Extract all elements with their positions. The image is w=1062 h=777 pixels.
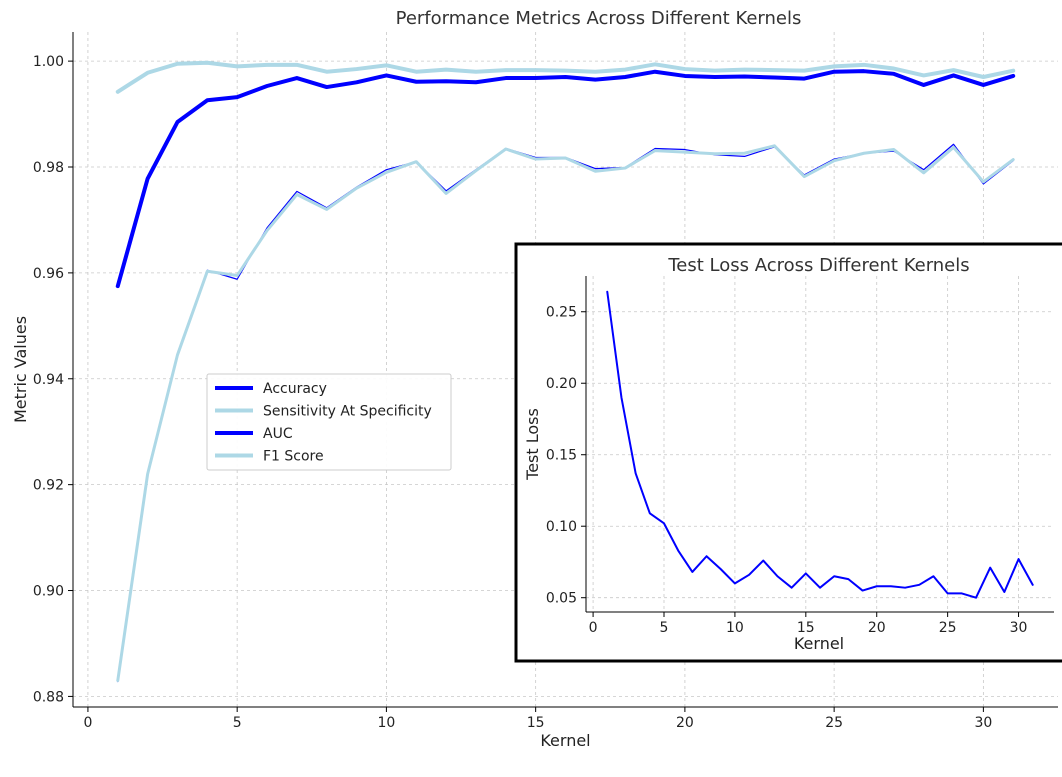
y-tick-label: 1.00 xyxy=(33,54,64,70)
main-chart-title: Performance Metrics Across Different Ker… xyxy=(396,8,802,29)
y-tick-label: 0.20 xyxy=(546,376,577,392)
x-tick-label: 30 xyxy=(1010,620,1028,636)
x-tick-label: 30 xyxy=(974,715,992,731)
y-tick-label: 0.90 xyxy=(33,584,64,600)
inset-y-axis-label: Test Loss xyxy=(523,408,542,481)
main-x-axis-label: Kernel xyxy=(540,731,590,750)
main-ticks: 0 5 10 15 20 25 30 0.88 0.90 0.92 0.94 0.96 0.98 1.00 xyxy=(33,54,992,731)
x-tick-label: 15 xyxy=(527,715,545,731)
legend-label: Accuracy xyxy=(263,381,327,397)
x-tick-label: 10 xyxy=(726,620,744,636)
series-line-sensitivity-at-specificity xyxy=(115,60,1016,94)
x-tick-label: 20 xyxy=(676,715,694,731)
inset-chart-title: Test Loss Across Different Kernels xyxy=(667,255,969,276)
main-y-axis-label: Metric Values xyxy=(11,316,30,423)
inset-background xyxy=(514,242,1062,663)
x-tick-label: 10 xyxy=(377,715,395,731)
legend-label: F1 Score xyxy=(263,449,324,465)
x-tick-label: 0 xyxy=(589,620,598,636)
y-tick-label: 0.15 xyxy=(546,448,577,464)
y-tick-label: 0.05 xyxy=(546,591,577,607)
y-tick-label: 0.94 xyxy=(33,372,64,388)
inset-chart: 0 5 10 15 20 25 30 0.05 0.10 0.15 0.20 0.25 Test Lo… xyxy=(514,242,1062,663)
main-series-lines xyxy=(115,60,1016,683)
inset-ticks: 0 5 10 15 20 25 30 0.05 0.10 0.15 0.20 0.25 xyxy=(546,305,1028,636)
series-line-test-loss xyxy=(606,290,1034,599)
x-tick-label: 20 xyxy=(868,620,886,636)
legend-label: Sensitivity At Specificity xyxy=(263,404,432,420)
y-tick-label: 0.98 xyxy=(33,160,64,176)
legend: Accuracy Sensitivity At Specificity AUC F1 … xyxy=(206,373,452,471)
series-line-f1-score xyxy=(116,144,1015,683)
inset-series-lines xyxy=(606,290,1034,599)
y-tick-label: 0.96 xyxy=(33,266,64,282)
y-tick-label: 0.25 xyxy=(546,305,577,321)
series-line-accuracy xyxy=(115,69,1016,289)
x-tick-label: 25 xyxy=(825,715,843,731)
y-tick-label: 0.10 xyxy=(546,519,577,535)
x-tick-label: 5 xyxy=(233,715,242,731)
x-tick-label: 5 xyxy=(660,620,669,636)
x-tick-label: 25 xyxy=(939,620,957,636)
y-tick-label: 0.88 xyxy=(33,689,64,705)
legend-label: AUC xyxy=(263,426,293,442)
x-tick-label: 0 xyxy=(83,715,92,731)
x-tick-label: 15 xyxy=(797,620,815,636)
y-tick-label: 0.92 xyxy=(33,478,64,494)
inset-x-axis-label: Kernel xyxy=(794,634,844,653)
legend-box xyxy=(206,373,452,471)
